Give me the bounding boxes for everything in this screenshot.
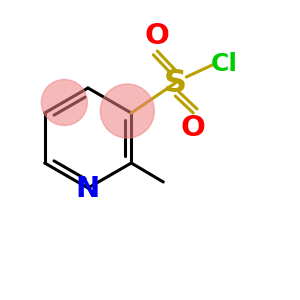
Text: O: O xyxy=(145,22,170,50)
Text: Cl: Cl xyxy=(211,52,238,76)
Text: S: S xyxy=(164,68,187,98)
Circle shape xyxy=(100,84,154,138)
Circle shape xyxy=(41,80,87,125)
Text: N: N xyxy=(76,175,100,203)
Text: O: O xyxy=(181,114,206,142)
